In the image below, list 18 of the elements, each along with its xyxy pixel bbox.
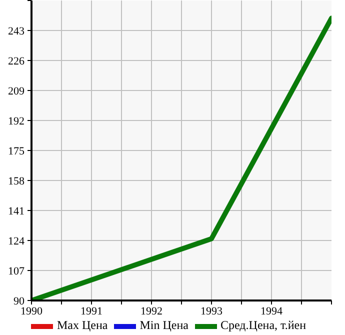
y-tick-label: 226: [8, 56, 25, 68]
legend-label: Сред.Цена, т.йен: [220, 318, 306, 333]
legend-label: Max Цена: [57, 318, 108, 333]
x-tick-label: 1990: [20, 306, 43, 318]
y-tick-label: 90: [14, 296, 25, 308]
y-tick-label: 124: [8, 236, 25, 248]
x-tick-label: 1992: [140, 306, 162, 318]
y-tick-label: 107: [8, 266, 25, 278]
y-tick-label: 209: [8, 86, 25, 98]
y-tick-label: 243: [8, 26, 25, 38]
y-tick-label: 158: [8, 176, 25, 188]
x-tick-label: 1991: [80, 306, 102, 318]
x-tick-label: 1993: [200, 306, 223, 318]
y-tick-label: 175: [8, 146, 25, 158]
x-tick-label: 1994: [260, 306, 283, 318]
legend-label: Min Цена: [140, 318, 188, 333]
y-tick-label: 192: [8, 116, 24, 128]
y-tick-label: 141: [8, 206, 24, 218]
